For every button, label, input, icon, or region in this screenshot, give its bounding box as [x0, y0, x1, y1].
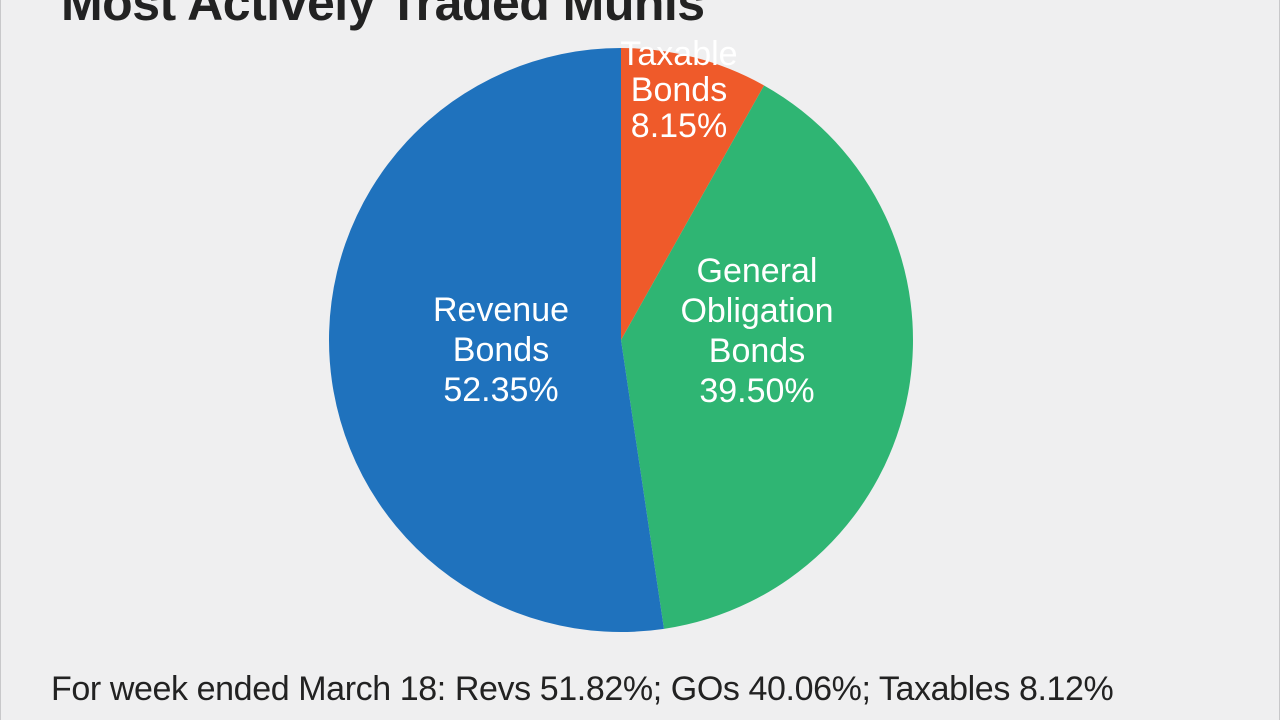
slice-label: 39.50% — [699, 372, 814, 410]
slice-label: Revenue — [433, 291, 569, 329]
pie-slice — [329, 48, 664, 632]
slice-label: Taxable — [620, 35, 737, 73]
slice-label: Bonds — [631, 71, 727, 109]
chart-title: Most Actively Traded Munis — [61, 0, 705, 31]
slice-label: General — [697, 252, 818, 290]
pie-slice — [621, 85, 913, 629]
slice-label: Bonds — [453, 331, 549, 369]
slice-label: Obligation — [680, 292, 833, 330]
slice-label: Bonds — [709, 332, 805, 370]
slice-label: 52.35% — [443, 371, 558, 409]
slice-label: 8.15% — [631, 107, 727, 145]
pie-slice — [621, 48, 765, 340]
chart-footnote: For week ended March 18: Revs 51.82%; GO… — [51, 670, 1114, 708]
